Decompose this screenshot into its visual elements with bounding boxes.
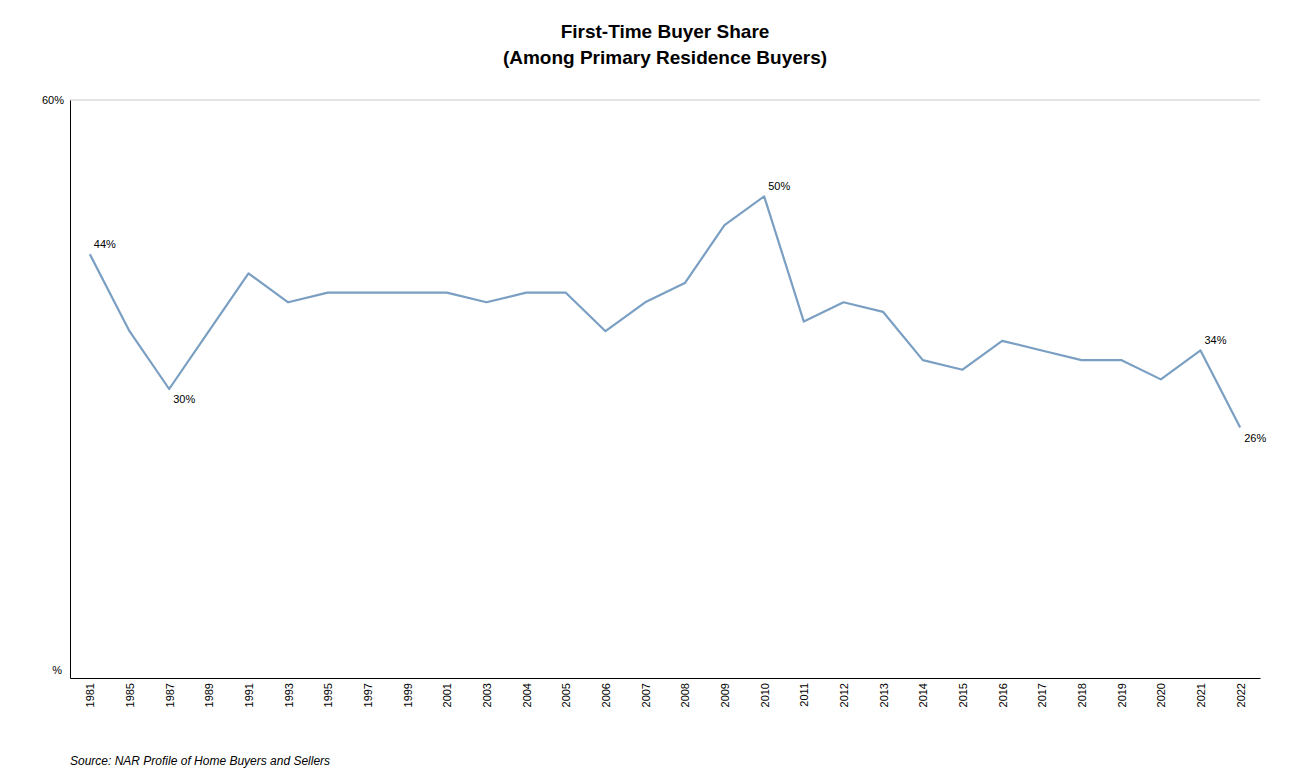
x-tick: 2008	[679, 678, 691, 707]
x-tick: 2017	[1036, 678, 1048, 707]
x-tick: 2004	[521, 678, 533, 707]
x-tick-label: 2003	[481, 683, 493, 707]
x-tick-label: 2020	[1155, 683, 1167, 707]
x-tick: 1999	[402, 678, 414, 707]
x-tick: 2006	[600, 678, 612, 707]
x-tick: 2003	[481, 678, 493, 707]
x-tick: 2013	[878, 678, 890, 707]
x-tick: 1997	[362, 678, 374, 707]
x-tick-label: 1993	[283, 683, 295, 707]
x-tick: 1987	[164, 678, 176, 707]
x-tick-label: 2008	[679, 683, 691, 707]
y-tick: 60%	[42, 94, 70, 106]
x-tick-label: 1981	[84, 683, 96, 707]
x-tick-label: 2015	[957, 683, 969, 707]
x-tick-label: 1987	[164, 683, 176, 707]
annotation: 50%	[768, 180, 790, 192]
annotations: 44% 30% 50% 34% 26%	[94, 180, 1267, 443]
x-tick-label: 2006	[600, 683, 612, 707]
annotation: 34%	[1205, 334, 1227, 346]
x-tick: 2014	[917, 678, 929, 707]
y-axis: 60%	[42, 94, 71, 678]
x-tick: 1991	[243, 678, 255, 707]
x-tick: 2009	[719, 678, 731, 707]
x-tick-label: 1985	[124, 683, 136, 707]
x-tick: 2019	[1116, 678, 1128, 707]
grid	[70, 100, 1260, 101]
x-tick-label: 2007	[640, 683, 652, 707]
x-tick-label: 2011	[798, 683, 810, 707]
x-tick: 2022	[1235, 678, 1247, 707]
x-tick-label: 1997	[362, 683, 374, 707]
x-tick: 2012	[838, 678, 850, 707]
x-tick: 1993	[283, 678, 295, 707]
x-tick-label: 1999	[402, 683, 414, 707]
x-tick-label: 2001	[441, 683, 453, 707]
x-axis-line	[71, 678, 1261, 679]
grid-line	[70, 100, 1260, 101]
x-tick-label: 2022	[1235, 683, 1247, 707]
x-tick: 2001	[441, 678, 453, 707]
x-tick: 2007	[640, 678, 652, 707]
x-tick: 1995	[322, 678, 334, 707]
x-tick: 2015	[957, 678, 969, 707]
x-tick: 2020	[1155, 678, 1167, 707]
x-tick: 2021	[1195, 678, 1207, 707]
y-axis-line	[70, 101, 71, 679]
y-axis-label: %	[52, 664, 62, 676]
x-tick-label: 2005	[560, 683, 572, 707]
annotation: 30%	[173, 393, 195, 405]
marks	[90, 196, 1240, 427]
x-tick-label: 2016	[997, 683, 1009, 707]
annotation: 26%	[1244, 432, 1266, 444]
x-tick-label: 2012	[838, 683, 850, 707]
x-tick: 2011	[798, 678, 810, 707]
x-tick: 1985	[124, 678, 136, 707]
x-tick-label: 2013	[878, 683, 890, 707]
x-tick-label: 2018	[1076, 683, 1088, 707]
x-tick-label: 2021	[1195, 683, 1207, 707]
x-tick: 1981	[84, 678, 96, 707]
x-tick-label: 2010	[759, 683, 771, 707]
annotation: 44%	[94, 238, 116, 250]
x-tick-label: 1991	[243, 683, 255, 707]
subtitle: (Among Primary Residence Buyers)	[503, 47, 827, 68]
x-tick-label: 2017	[1036, 683, 1048, 707]
x-tick: 2005	[560, 678, 572, 707]
x-tick-label: 2019	[1116, 683, 1128, 707]
x-tick-label: 2014	[917, 683, 929, 707]
plot-area: 60% 1981 1985 1987 1989 1991 1993 1995 1997 1999 2…	[42, 94, 1266, 707]
title: First-Time Buyer Share	[561, 21, 770, 42]
x-tick-label: 1995	[322, 683, 334, 707]
chart-svg: 60% 1981 1985 1987 1989 1991 1993 1995 1997 1999 2…	[0, 0, 1300, 773]
x-tick-label: 1989	[203, 683, 215, 707]
y-tick-label: 60%	[42, 94, 64, 106]
x-tick: 1989	[203, 678, 215, 707]
data-line	[90, 196, 1240, 427]
x-tick-label: 2009	[719, 683, 731, 707]
x-tick-label: 2004	[521, 683, 533, 707]
x-axis: 1981 1985 1987 1989 1991 1993 1995 1997 1999 2001…	[71, 678, 1261, 707]
x-tick: 2016	[997, 678, 1009, 707]
x-tick: 2018	[1076, 678, 1088, 707]
source: Source: NAR Profile of Home Buyers and S…	[70, 754, 330, 768]
x-tick: 2010	[759, 678, 771, 707]
